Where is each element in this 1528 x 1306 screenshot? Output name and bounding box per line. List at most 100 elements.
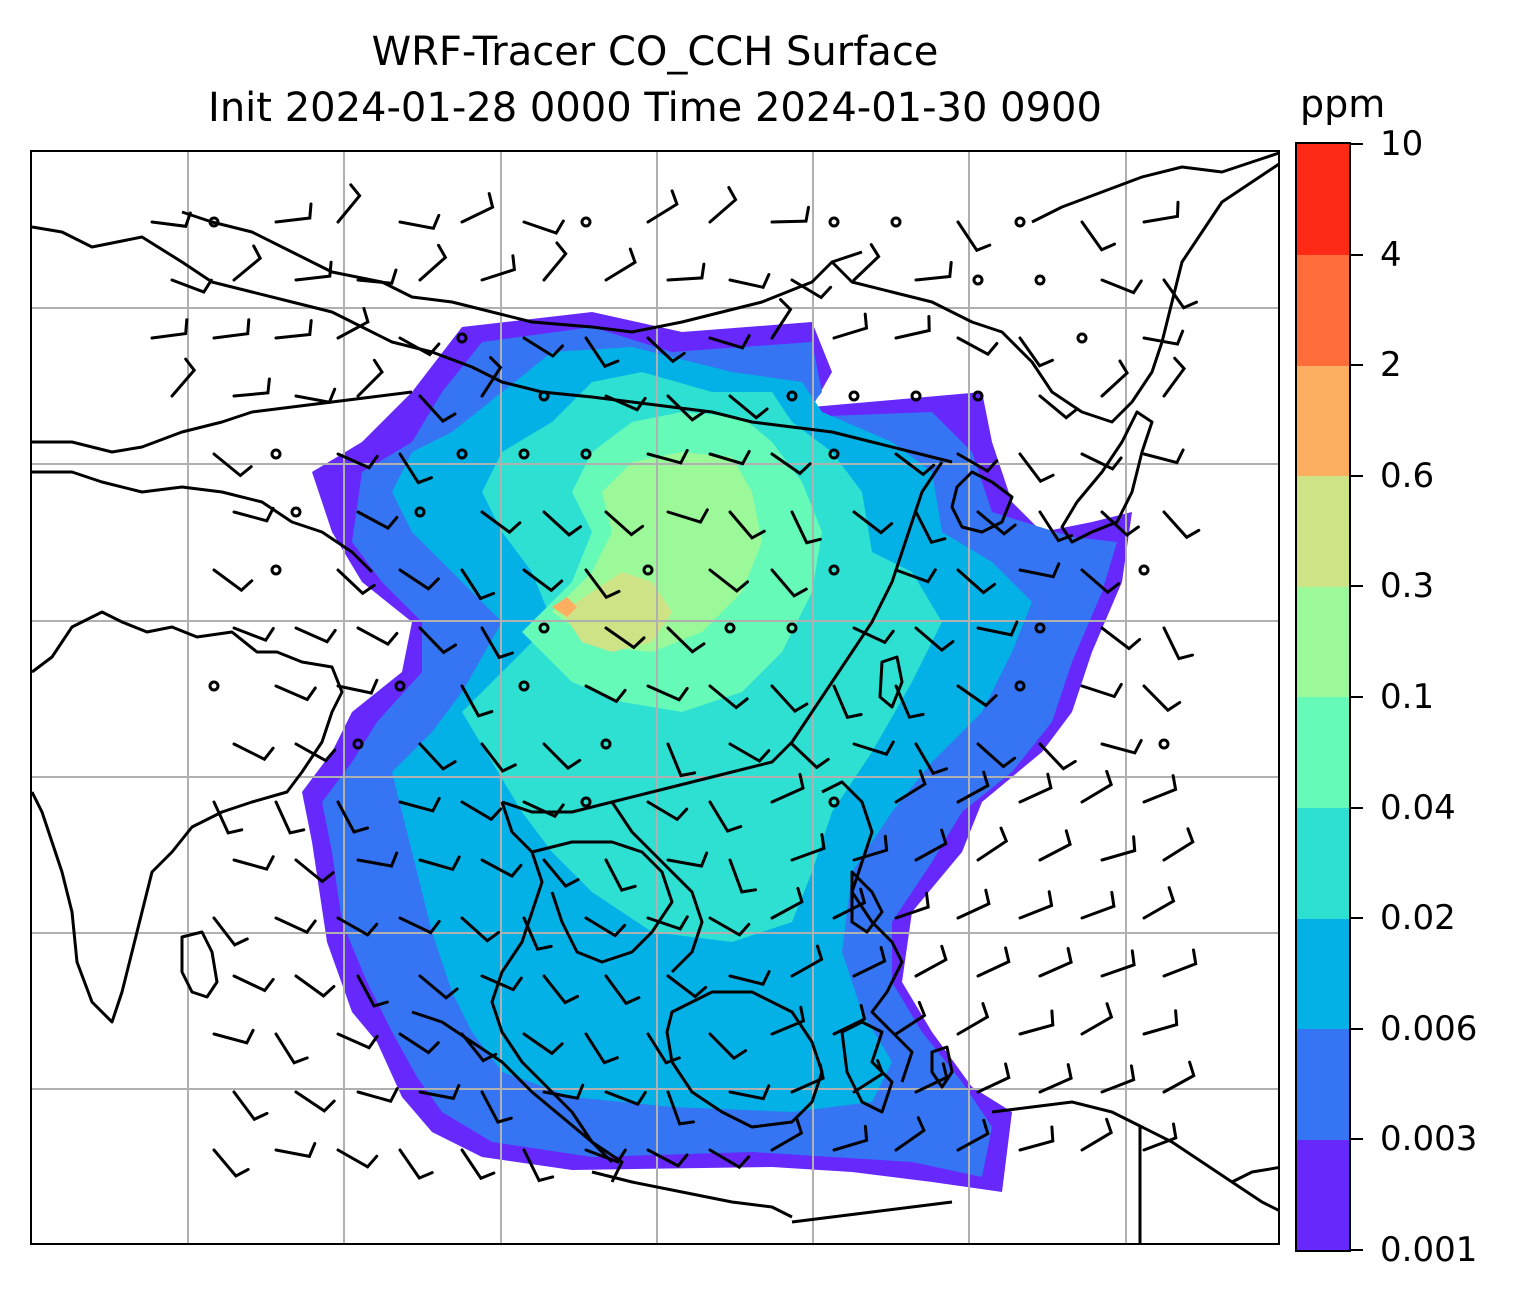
wind-barb xyxy=(542,1083,585,1100)
calm-wind-marker xyxy=(394,680,406,692)
wind-barb xyxy=(1100,510,1140,538)
wind-barb xyxy=(956,1118,990,1152)
wind-barb xyxy=(604,974,641,1006)
colorbar-tick xyxy=(1351,696,1363,698)
wind-barb xyxy=(894,891,930,920)
wind-barb xyxy=(956,1002,990,1036)
wind-barb xyxy=(1162,948,1198,978)
calm-wind-marker xyxy=(972,390,984,402)
wind-barb xyxy=(1142,886,1176,920)
wind-barb xyxy=(976,946,1011,978)
wind-barb xyxy=(398,1032,440,1055)
wind-barb xyxy=(956,336,999,357)
calm-wind-marker xyxy=(538,622,550,634)
calm-wind-marker xyxy=(600,738,612,750)
wind-barb xyxy=(1100,1064,1136,1094)
wind-barb xyxy=(232,742,275,762)
calm-wind-marker xyxy=(1014,680,1026,692)
calm-wind-marker xyxy=(580,796,592,808)
wind-barb xyxy=(770,772,805,804)
wind-barb xyxy=(708,334,751,350)
wind-barb xyxy=(728,273,771,290)
wind-barb xyxy=(170,278,213,294)
colorbar-tick-label: 4 xyxy=(1380,234,1402,275)
wind-barb xyxy=(584,684,627,704)
wind-barb xyxy=(212,452,253,478)
wind-barb xyxy=(1162,1060,1196,1094)
wind-barb xyxy=(728,394,769,420)
colorbar-segment xyxy=(1297,365,1349,477)
wind-barb xyxy=(1080,220,1116,252)
colorbar-segment xyxy=(1297,697,1349,809)
chart-subtitle: Init 2024-01-28 0000 Time 2024-01-30 090… xyxy=(208,85,1102,131)
wind-barb xyxy=(460,1148,496,1181)
wind-barb xyxy=(708,449,751,466)
wind-barb xyxy=(460,192,495,224)
wind-barb xyxy=(646,800,689,822)
wind-barb xyxy=(1080,452,1123,471)
wind-barb xyxy=(418,1083,461,1101)
wind-barb xyxy=(398,336,441,357)
wind-barb xyxy=(832,1124,869,1152)
wind-barb xyxy=(584,1148,627,1164)
wind-barb xyxy=(398,916,441,935)
wind-barb xyxy=(852,243,881,282)
wind-barb xyxy=(728,858,758,894)
wind-barb xyxy=(398,568,440,591)
calm-wind-marker xyxy=(828,448,840,460)
wind-barb xyxy=(604,626,646,650)
wind-barb xyxy=(522,1032,564,1056)
wind-barb xyxy=(1018,890,1054,920)
calm-wind-marker xyxy=(1014,216,1026,228)
wind-barb xyxy=(418,742,457,771)
wind-barb xyxy=(418,394,457,424)
wind-barb xyxy=(522,336,564,358)
wind-barb xyxy=(728,970,771,986)
wind-barb xyxy=(914,261,953,282)
calm-wind-marker xyxy=(910,390,922,402)
map-panel[interactable] xyxy=(30,150,1280,1245)
wind-barb xyxy=(480,742,517,773)
wind-barb xyxy=(852,834,889,862)
wind-barb xyxy=(1162,356,1187,398)
wind-barb xyxy=(1038,510,1073,543)
wind-barb xyxy=(666,974,708,999)
colorbar-tick-label: 0.04 xyxy=(1380,787,1456,828)
wind-barb xyxy=(232,855,275,871)
wind-barb xyxy=(1100,626,1142,651)
wind-barb xyxy=(584,568,621,600)
colorbar-tick-label: 0.003 xyxy=(1380,1119,1478,1160)
wind-barb xyxy=(646,684,689,702)
calm-wind-marker xyxy=(414,506,426,518)
wind-barb xyxy=(480,974,523,992)
wind-barb xyxy=(770,568,808,598)
wind-barb xyxy=(584,916,627,938)
colorbar-tick xyxy=(1351,364,1363,367)
wind-barb xyxy=(398,213,441,230)
wind-barb xyxy=(336,307,370,340)
colorbar-segment xyxy=(1297,586,1349,698)
calm-wind-marker xyxy=(580,448,592,460)
wind-barb xyxy=(274,916,317,935)
wind-barb xyxy=(1142,329,1185,346)
wind-barb xyxy=(770,298,793,340)
wind-barb xyxy=(894,568,937,584)
wind-barb xyxy=(666,742,697,778)
wind-barb xyxy=(894,1000,927,1036)
wind-barb xyxy=(274,202,313,224)
wind-barb xyxy=(1100,835,1137,862)
wind-barb xyxy=(894,452,936,477)
colorbar-tick-label: 0.001 xyxy=(1380,1230,1478,1270)
wind-barb xyxy=(480,1090,513,1124)
calm-wind-marker xyxy=(352,738,364,750)
wind-barb xyxy=(666,394,706,422)
wind-barb xyxy=(1162,626,1194,661)
wind-barb xyxy=(1080,1002,1114,1036)
wind-barb xyxy=(418,243,448,282)
wind-barb xyxy=(274,319,313,340)
wind-barb xyxy=(1080,769,1114,804)
wind-barb xyxy=(770,1005,806,1036)
colorbar-tick xyxy=(1351,143,1363,145)
wind-barb xyxy=(894,684,925,719)
wind-barb xyxy=(728,510,766,540)
